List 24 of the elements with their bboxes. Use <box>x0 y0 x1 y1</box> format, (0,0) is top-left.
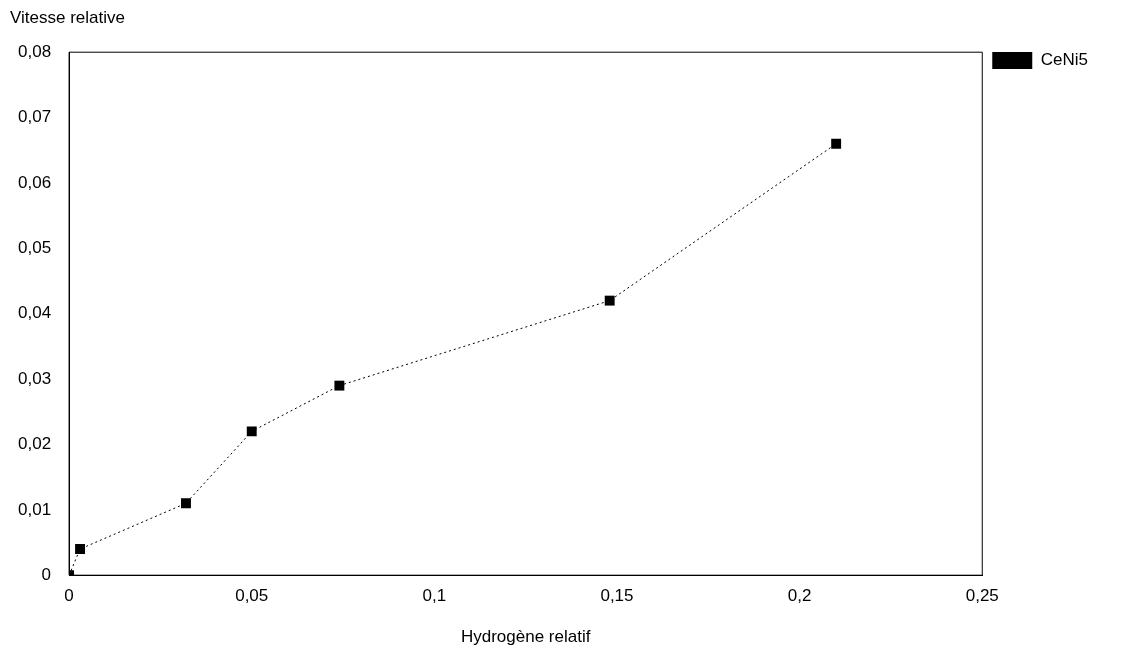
legend-label: CeNi5 <box>1040 50 1089 70</box>
y-tick-label: 0,07 <box>17 107 52 127</box>
point <box>181 498 191 509</box>
x-tick-label: 0,1 <box>422 586 447 606</box>
point <box>604 295 615 306</box>
y-tick-label: 0,01 <box>17 499 52 519</box>
x-tick-label: 0,15 <box>600 586 634 606</box>
point <box>831 138 842 149</box>
y-tick-label: 0,05 <box>17 238 52 258</box>
x-tick-label: 0 <box>64 586 74 606</box>
y-tick-label: 0,02 <box>17 434 52 454</box>
y-axis-title: Vitesse relative <box>10 8 126 29</box>
y-tick-label: 0,04 <box>17 303 52 323</box>
y-tick-label: 0 <box>41 564 52 584</box>
point <box>334 380 345 391</box>
x-axis-title: Hydrogène relatif <box>460 627 591 647</box>
point <box>246 426 257 437</box>
x-tick-label: 0,25 <box>965 586 999 606</box>
x-tick-label: 0,2 <box>787 586 812 606</box>
y-tick-label: 0,03 <box>17 368 52 388</box>
y-tick-label: 0,06 <box>17 172 52 192</box>
point <box>75 544 85 554</box>
x-tick-label: 0,05 <box>235 586 269 606</box>
y-tick-label: 0,08 <box>17 41 52 61</box>
